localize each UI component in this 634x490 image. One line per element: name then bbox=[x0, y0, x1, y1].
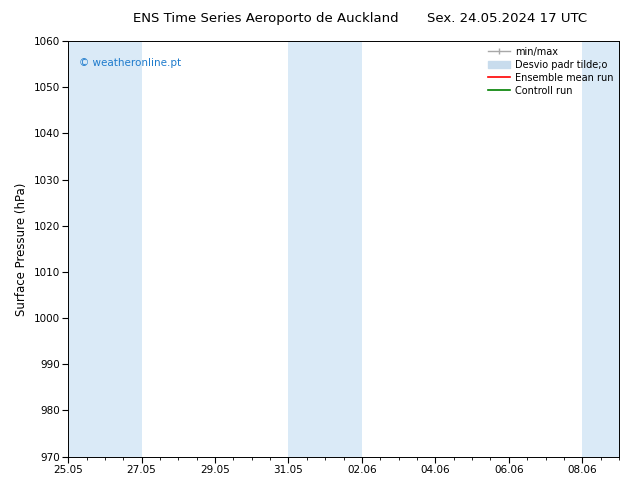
Bar bbox=[68, 41, 141, 457]
Text: ENS Time Series Aeroporto de Auckland: ENS Time Series Aeroporto de Auckland bbox=[134, 12, 399, 25]
Y-axis label: Surface Pressure (hPa): Surface Pressure (hPa) bbox=[15, 182, 28, 316]
Bar bbox=[582, 41, 619, 457]
Text: Sex. 24.05.2024 17 UTC: Sex. 24.05.2024 17 UTC bbox=[427, 12, 587, 25]
Text: © weatheronline.pt: © weatheronline.pt bbox=[79, 58, 181, 68]
Bar bbox=[288, 41, 362, 457]
Legend: min/max, Desvio padr tilde;o, Ensemble mean run, Controll run: min/max, Desvio padr tilde;o, Ensemble m… bbox=[484, 43, 617, 99]
